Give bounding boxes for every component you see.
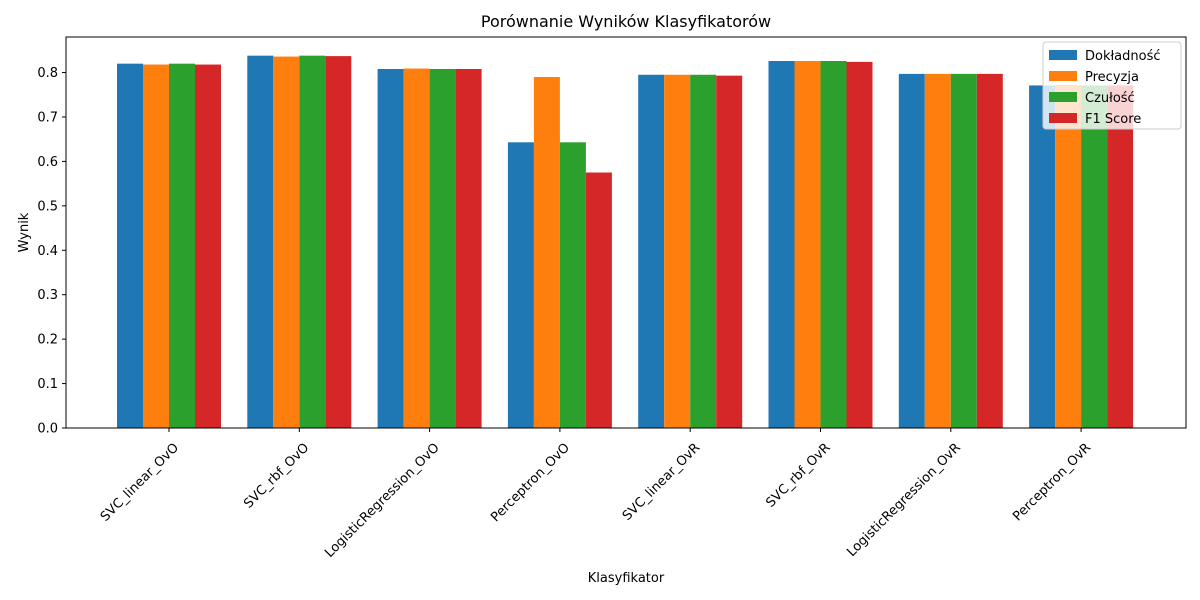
y-axis-label: Wynik xyxy=(17,212,32,252)
bar-SVC_rbf_OvO-Czułość xyxy=(299,55,326,428)
y-tick-label: 0.0 xyxy=(37,422,58,437)
y-tick-label: 0.7 xyxy=(37,110,58,125)
x-tick-label: Perceptron_OvO xyxy=(488,440,573,525)
x-axis-label: Klasyfikator xyxy=(588,571,665,586)
bar-LogisticRegression_OvR-F1 Score xyxy=(976,73,1003,428)
bar-Perceptron_OvR-Dokładność xyxy=(1029,85,1056,429)
bar-SVC_linear_OvO-Czułość xyxy=(169,63,195,429)
bar-LogisticRegression_OvO-F1 Score xyxy=(455,68,482,428)
legend-label: Czułość xyxy=(1085,91,1135,106)
bar-SVC_linear_OvR-Dokładność xyxy=(638,74,665,429)
x-tick-label: SVC_linear_OvO xyxy=(98,440,182,524)
y-tick-label: 0.8 xyxy=(37,66,58,81)
bar-SVC_linear_OvO-Precyzja xyxy=(143,64,169,428)
legend-box xyxy=(1042,41,1182,130)
bar-SVC_rbf_OvR-Precyzja xyxy=(794,60,821,428)
bar-SVC_linear_OvR-F1 Score xyxy=(716,75,743,428)
bar-LogisticRegression_OvO-Czułość xyxy=(429,68,456,428)
legend-swatch xyxy=(1049,92,1077,102)
x-tick-label: Perceptron_OvR xyxy=(1010,440,1094,524)
bar-SVC_rbf_OvR-F1 Score xyxy=(846,61,873,429)
bar-Perceptron_OvR-Czułość xyxy=(1081,85,1108,429)
bar-Perceptron_OvO-F1 Score xyxy=(585,172,612,428)
bar-SVC_rbf_OvO-Precyzja xyxy=(273,56,300,429)
y-axis: 0.0 0.1 0.2 0.3 0.4 0.5 0.6 0.7 0.8 xyxy=(37,66,66,437)
bar-SVC_rbf_OvO-F1 Score xyxy=(325,56,352,428)
bar-SVC_rbf_OvR-Dokładność xyxy=(768,60,795,428)
legend-swatch xyxy=(1049,50,1077,60)
legend-swatch xyxy=(1049,71,1077,81)
x-tick-label: SVC_rbf_OvO xyxy=(241,440,312,511)
bar-SVC_linear_OvO-Dokładność xyxy=(117,63,143,429)
legend-label: Dokładność xyxy=(1085,49,1161,64)
y-tick-label: 0.2 xyxy=(37,333,58,348)
x-tick-label: LogisticRegression_OvR xyxy=(844,440,964,560)
legend-label: F1 Score xyxy=(1085,112,1141,127)
bar-LogisticRegression_OvO-Precyzja xyxy=(403,68,430,428)
bar-SVC_linear_OvO-F1 Score xyxy=(195,64,221,428)
bar-LogisticRegression_OvO-Dokładność xyxy=(377,68,404,428)
bars-group xyxy=(117,55,1134,429)
x-axis: SVC_linear_OvO SVC_rbf_OvO LogisticRegress… xyxy=(98,428,1094,561)
y-tick-label: 0.5 xyxy=(37,199,58,214)
x-tick-label: LogisticRegression_OvO xyxy=(322,440,442,560)
bar-LogisticRegression_OvR-Precyzja xyxy=(924,73,951,428)
legend-swatch xyxy=(1049,113,1077,123)
y-tick-label: 0.4 xyxy=(37,244,58,259)
legend-label: Precyzja xyxy=(1085,70,1139,85)
plot-frame xyxy=(65,36,1187,429)
y-tick-label: 0.1 xyxy=(37,377,58,392)
chart-title: Porównanie Wyników Klasyfikatorów xyxy=(481,12,771,31)
legend: Dokładność Precyzja Czułość F1 Score xyxy=(1042,41,1182,130)
bar-Perceptron_OvR-Precyzja xyxy=(1055,84,1082,429)
x-tick-label: SVC_rbf_OvR xyxy=(763,440,833,510)
bar-SVC_rbf_OvO-Dokładność xyxy=(247,55,274,428)
y-tick-label: 0.6 xyxy=(37,155,58,170)
y-tick-label: 0.3 xyxy=(37,288,58,303)
bar-SVC_rbf_OvR-Czułość xyxy=(820,60,847,428)
bar-Perceptron_OvO-Czułość xyxy=(559,142,586,428)
bar-Perceptron_OvR-F1 Score xyxy=(1107,85,1134,429)
bar-SVC_linear_OvR-Precyzja xyxy=(664,74,691,429)
bar-LogisticRegression_OvR-Czułość xyxy=(950,73,977,428)
x-tick-label: SVC_linear_OvR xyxy=(620,440,703,523)
bar-LogisticRegression_OvR-Dokładność xyxy=(898,73,925,428)
bar-SVC_linear_OvR-Czułość xyxy=(690,74,717,429)
bar-Perceptron_OvO-Dokładność xyxy=(507,142,534,428)
bar-Perceptron_OvO-Precyzja xyxy=(533,76,560,428)
